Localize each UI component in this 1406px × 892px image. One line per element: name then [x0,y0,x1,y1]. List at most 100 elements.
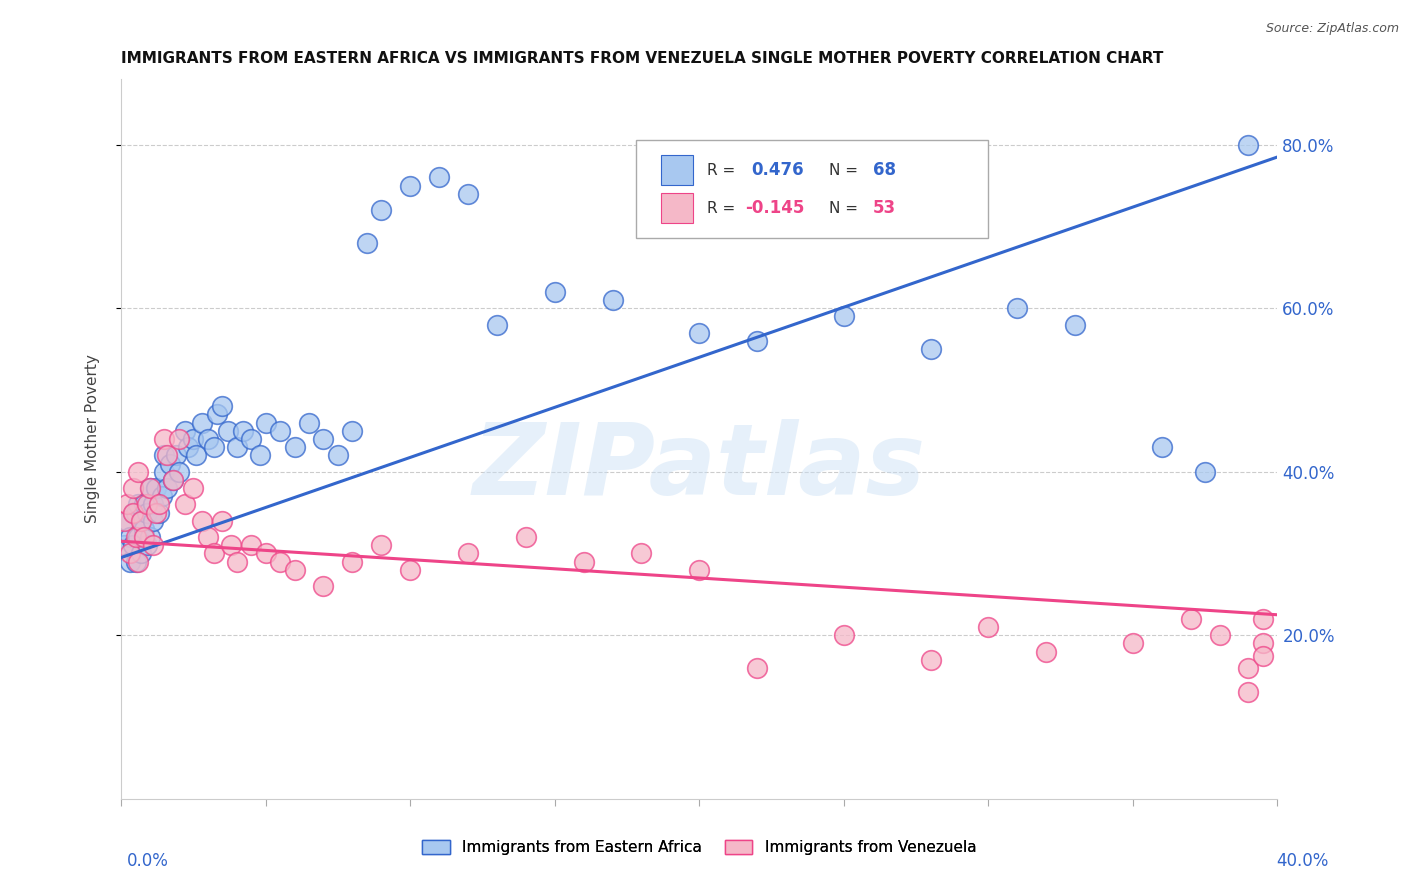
Point [202,440,225,454]
Point [688,326,710,340]
Text: 0.476: 0.476 [751,161,804,179]
Point [920,653,942,667]
Point [1237,661,1260,675]
Point [240,538,263,552]
FancyBboxPatch shape [661,193,693,223]
Point [485,318,508,332]
Point [176,440,198,454]
Point [134,530,156,544]
Point [832,310,855,324]
Point [136,506,159,520]
Point [225,440,247,454]
Point [142,538,165,552]
Point [159,457,181,471]
Text: 40.0%: 40.0% [1277,852,1329,870]
Point [131,546,153,560]
Point [115,497,138,511]
Point [1251,648,1274,663]
Text: R =: R = [707,162,741,178]
Point [1122,636,1144,650]
Point [191,416,214,430]
Point [156,449,179,463]
Point [211,514,233,528]
Point [370,203,392,218]
Text: N =: N = [828,201,863,216]
Point [197,530,219,544]
Point [1064,318,1087,332]
Text: R =: R = [707,201,741,216]
Point [150,489,173,503]
Point [118,546,141,560]
Point [356,235,378,250]
Point [298,416,321,430]
Point [1180,612,1202,626]
Point [197,432,219,446]
Point [249,449,271,463]
Point [832,628,855,642]
Point [977,620,1000,634]
Point [139,481,162,495]
Point [167,465,190,479]
Point [127,465,149,479]
Point [399,563,422,577]
Point [225,555,247,569]
Point [165,449,187,463]
Point [145,481,167,495]
Point [630,546,652,560]
Text: 0.0%: 0.0% [127,852,169,870]
Point [326,449,349,463]
Text: 53: 53 [873,199,896,217]
Point [312,432,335,446]
Point [139,481,162,495]
Point [202,546,225,560]
Point [745,334,768,348]
Point [145,506,167,520]
Point [136,497,159,511]
Point [156,481,179,495]
Point [162,473,184,487]
Point [515,530,537,544]
Point [457,546,479,560]
Point [399,178,422,193]
Point [342,555,364,569]
Point [127,497,149,511]
Point [217,424,239,438]
Point [572,555,595,569]
Text: ZIPatlas: ZIPatlas [472,419,925,516]
Point [121,506,143,520]
Point [312,579,335,593]
Point [920,342,942,356]
Point [148,497,170,511]
Point [127,530,149,544]
Point [254,416,277,430]
Point [219,538,242,552]
Point [148,506,170,520]
Point [284,440,307,454]
Text: -0.145: -0.145 [745,199,804,217]
FancyBboxPatch shape [661,155,693,186]
Point [1208,628,1230,642]
Point [1194,465,1216,479]
Point [1005,301,1028,316]
Point [167,432,190,446]
Point [342,424,364,438]
Point [191,514,214,528]
Point [121,506,143,520]
Point [136,538,159,552]
Point [457,186,479,201]
Point [124,530,146,544]
Point [186,449,208,463]
Text: Source: ZipAtlas.com: Source: ZipAtlas.com [1265,22,1399,36]
Point [211,400,233,414]
Point [1251,612,1274,626]
Point [284,563,307,577]
Point [427,170,450,185]
FancyBboxPatch shape [636,141,988,237]
Point [131,514,153,528]
Point [205,408,228,422]
Point [1035,644,1057,658]
Point [127,555,149,569]
Point [131,514,153,528]
Point [134,497,156,511]
Point [134,522,156,536]
